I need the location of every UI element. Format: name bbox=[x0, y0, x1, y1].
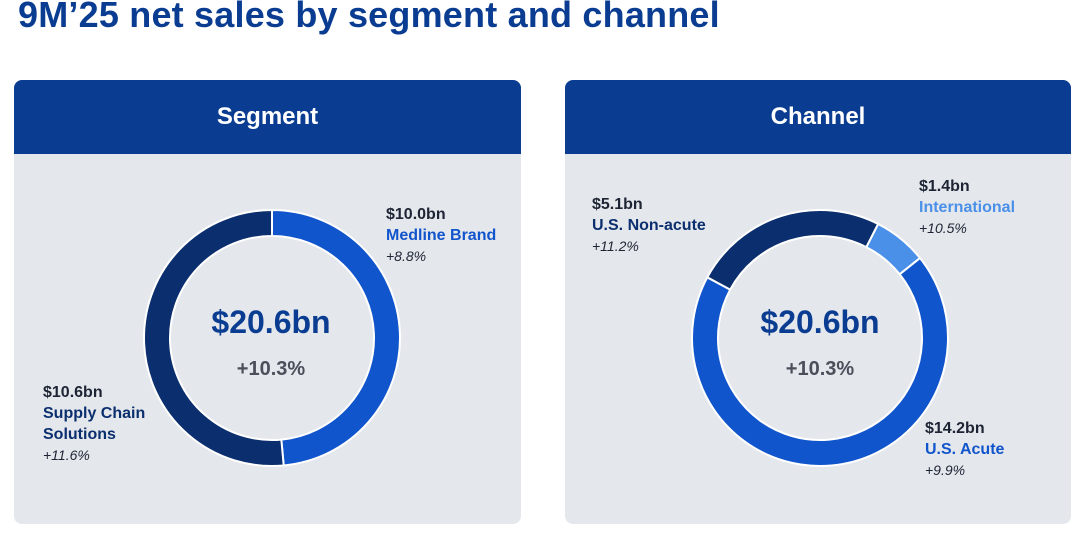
segment-panel: Segment $20.6bn +10.3% $10.0bn Medline B… bbox=[14, 80, 521, 524]
segment-total-growth: +10.3% bbox=[236, 358, 306, 380]
donut-slice-u-s-non-acute bbox=[705, 209, 880, 291]
channel-donut-chart bbox=[691, 209, 949, 467]
donut-slice-medline-brand bbox=[271, 208, 401, 467]
page-title: 9M’25 net sales by segment and channel bbox=[18, 0, 720, 35]
slice-growth: +11.6% bbox=[43, 447, 90, 463]
donut-slice-supply-chain-solutions bbox=[143, 208, 285, 467]
channel-total-growth: +10.3% bbox=[785, 358, 855, 380]
segment-panel-header: Segment bbox=[14, 80, 521, 154]
slice-name-line-1: Supply Chain bbox=[43, 405, 146, 422]
channel-total-value: $20.6bn bbox=[760, 304, 880, 340]
slice-name: U.S. Non-acute bbox=[592, 217, 706, 234]
slice-growth: +10.5% bbox=[919, 220, 967, 236]
slice-label-us-acute: $14.2bn U.S. Acute +9.9% bbox=[925, 418, 1004, 481]
slice-name: Medline Brand bbox=[386, 227, 497, 244]
slice-name: International bbox=[919, 199, 1016, 216]
slice-label-international: $1.4bn International +10.5% bbox=[919, 176, 1015, 239]
donut-slice-u-s-acute bbox=[691, 256, 949, 467]
slice-growth: +8.8% bbox=[386, 248, 427, 264]
slice-amount: $14.2bn bbox=[925, 420, 985, 437]
channel-panel-header: Channel bbox=[565, 80, 1071, 154]
slice-amount: $1.4bn bbox=[919, 178, 970, 195]
slice-amount: $5.1bn bbox=[592, 196, 643, 213]
slice-amount: $10.6bn bbox=[43, 384, 103, 401]
segment-donut-chart bbox=[143, 208, 401, 467]
segment-total-value: $20.6bn bbox=[211, 304, 331, 340]
slice-amount: $10.0bn bbox=[386, 206, 446, 223]
slice-label-us-non-acute: $5.1bn U.S. Non-acute +11.2% bbox=[592, 194, 706, 257]
channel-panel: Channel $20.6bn +10.3% $1.4bn Internatio… bbox=[565, 80, 1071, 524]
slice-growth: +11.2% bbox=[592, 238, 639, 254]
slice-label-medline-brand: $10.0bn Medline Brand +8.8% bbox=[386, 204, 496, 267]
slice-label-supply-chain-solutions: $10.6bn Supply Chain Solutions +11.6% bbox=[43, 382, 145, 466]
slice-name: U.S. Acute bbox=[925, 441, 1005, 458]
slice-growth: +9.9% bbox=[925, 462, 966, 478]
slice-name-line-2: Solutions bbox=[43, 426, 116, 443]
